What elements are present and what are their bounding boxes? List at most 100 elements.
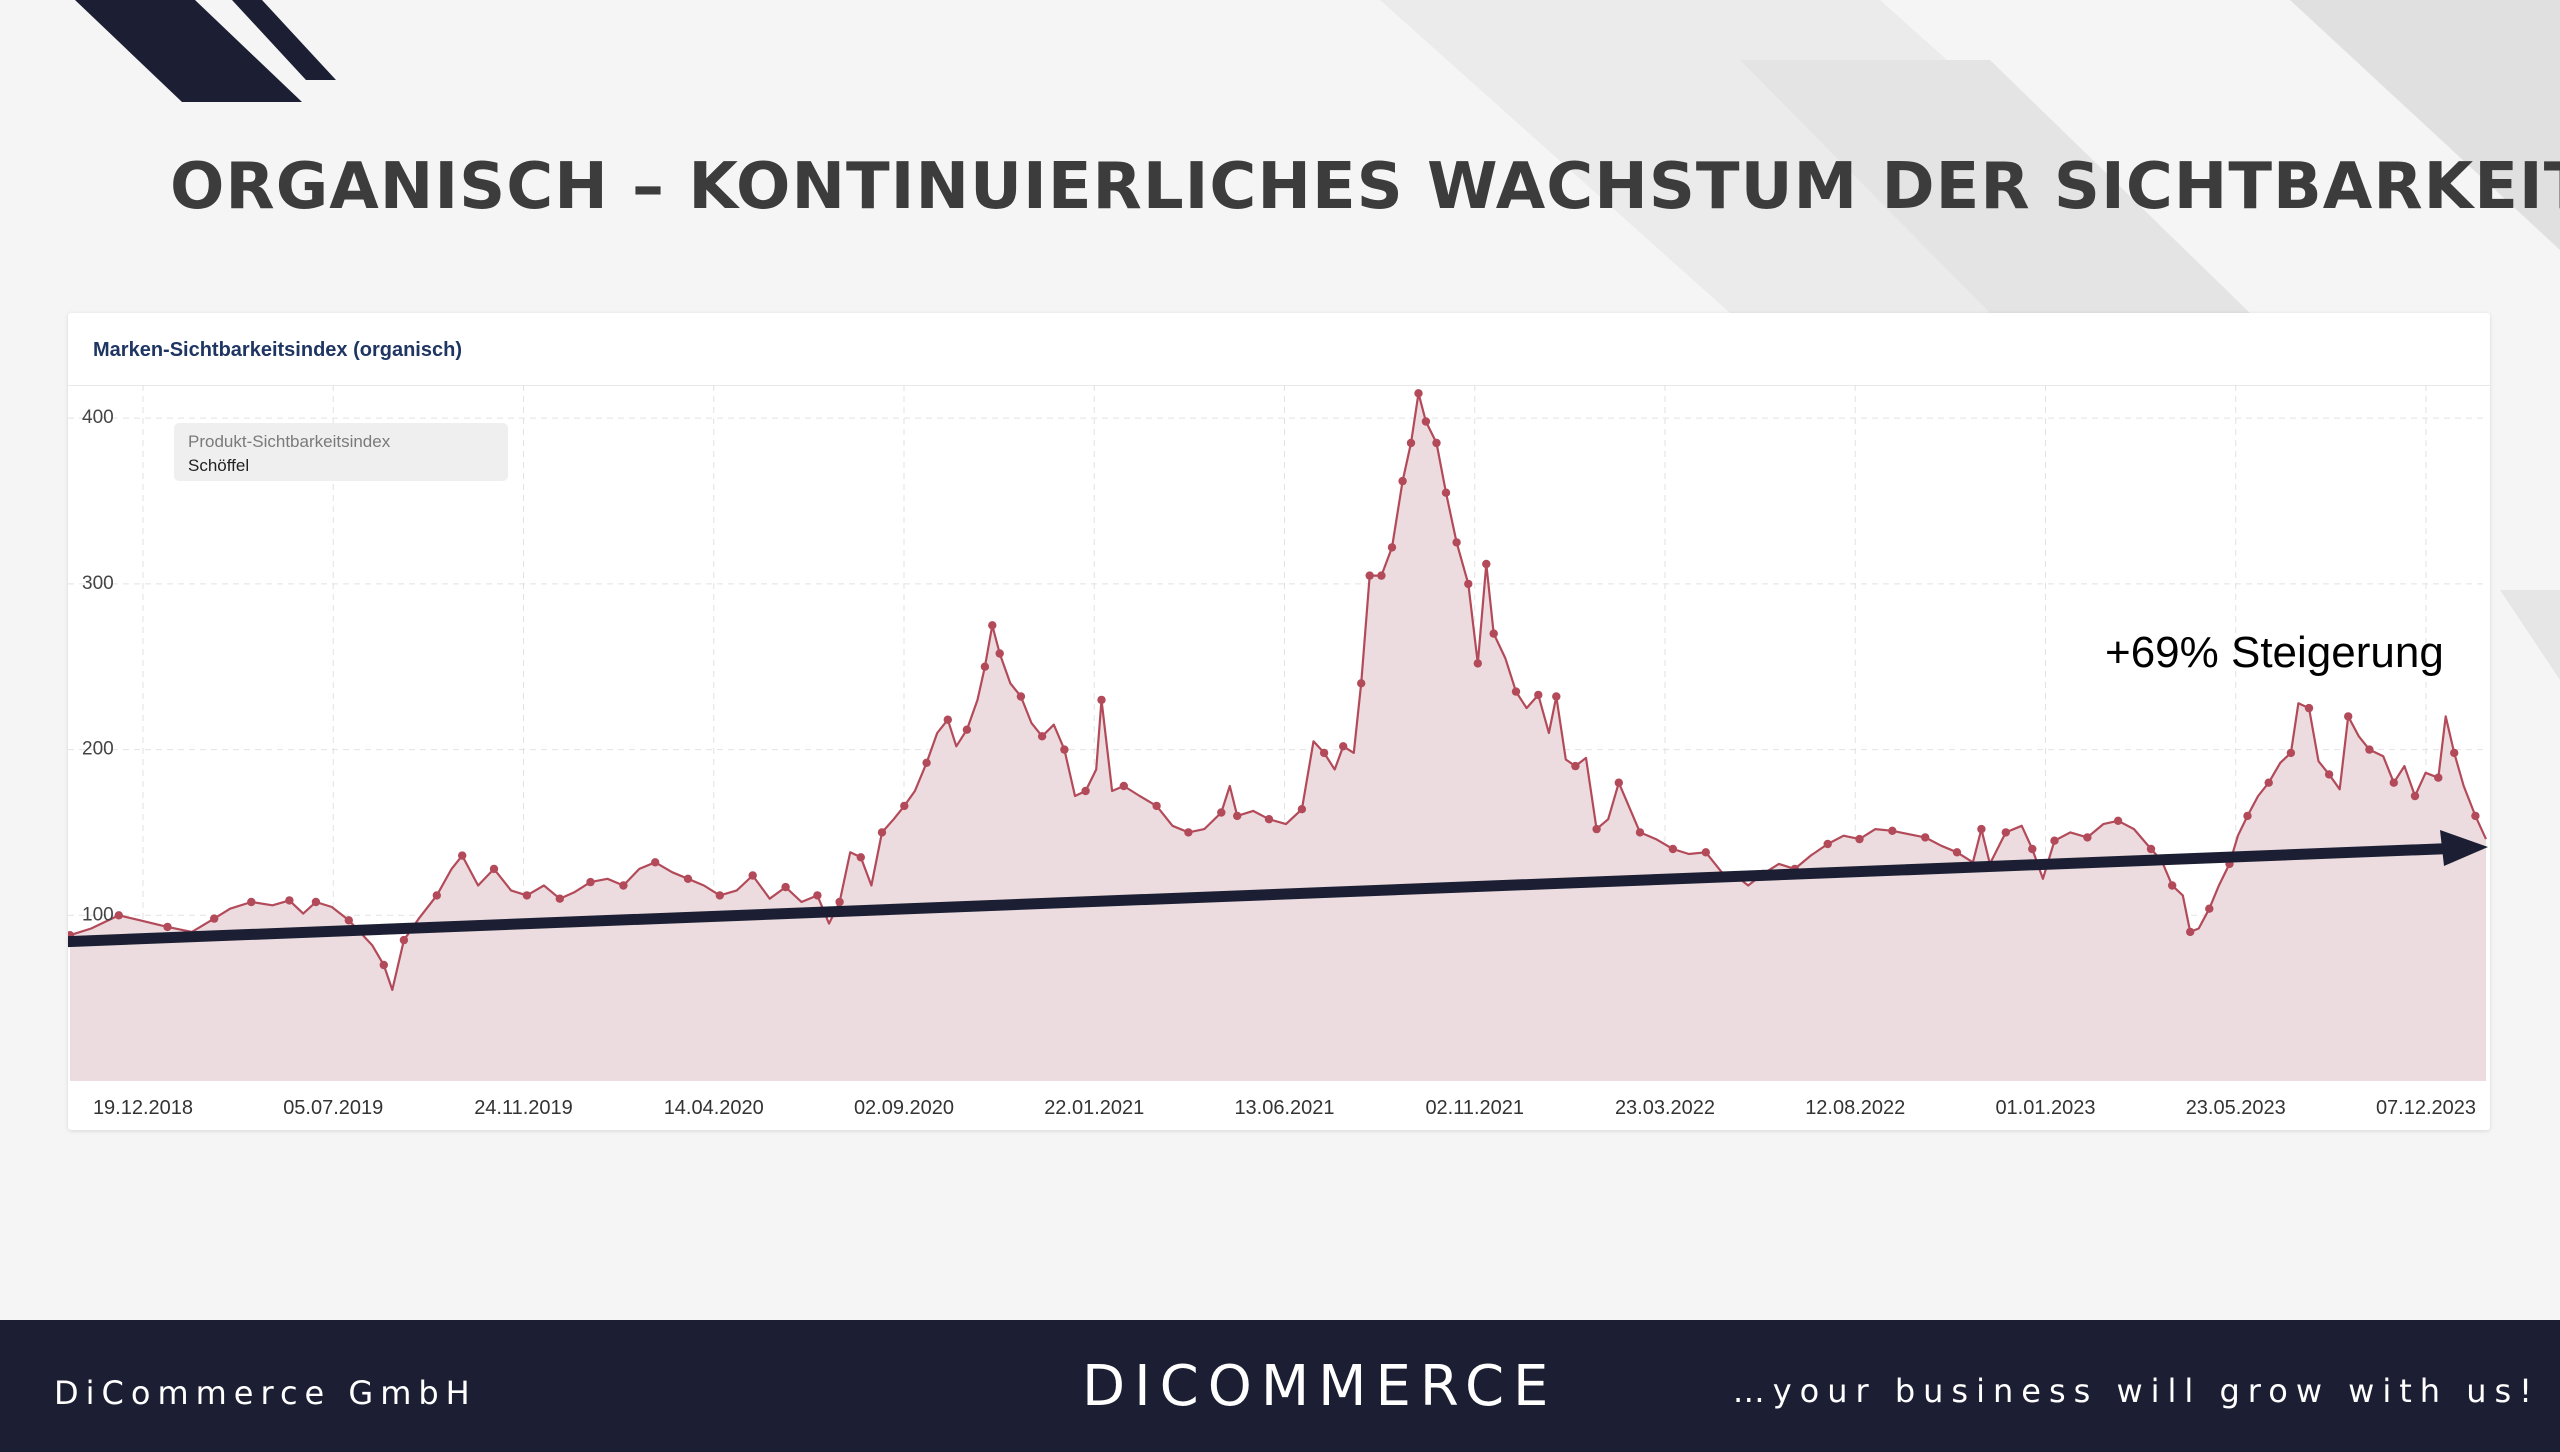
trend-arrow-shaft [68,842,2464,948]
data-point [2286,748,2296,758]
x-tick-label: 24.11.2019 [474,1097,573,1119]
data-point [2434,773,2443,782]
data-point [432,891,441,900]
data-point [1184,828,1193,837]
data-point [1489,629,1498,638]
data-point [1398,476,1407,486]
data-point [813,891,822,900]
data-point [962,725,972,734]
data-point [900,801,909,811]
y-tick-label: 200 [82,739,114,760]
data-point [835,897,844,907]
data-point [522,891,532,900]
data-point [1464,579,1473,589]
data-point [2243,811,2252,821]
slide-title: ORGANISCH – KONTINUIERLICHES WACHSTUM DE… [170,150,2560,224]
x-tick-label: 13.06.2021 [1234,1097,1334,1119]
data-point [1060,745,1069,754]
data-point [1888,826,1897,835]
x-tick-label: 23.03.2022 [1615,1097,1715,1119]
data-point [922,758,931,767]
data-point [1297,805,1307,814]
data-point [1452,538,1461,547]
data-point [1441,488,1451,497]
x-tick-label: 23.05.2023 [2186,1097,2286,1119]
data-point [1377,571,1386,580]
data-point [2050,836,2059,845]
x-tick-label: 12.08.2022 [1805,1097,1905,1119]
data-point [1152,801,1161,811]
data-point [344,916,353,925]
data-point [2028,844,2037,854]
data-point [2083,833,2092,842]
data-point [943,715,952,724]
data-point [1614,778,1624,787]
data-point [1473,659,1483,668]
growth-annotation: +69% Steigerung [2105,628,2444,677]
data-point [1037,732,1047,741]
y-axis-ticks: 100 200 300 400 [82,407,114,925]
data-point [1511,687,1521,696]
data-point [877,828,887,837]
data-point [1855,834,1864,844]
data-point [619,881,628,890]
legend-series-label: Schöffel [188,456,250,475]
data-point [489,864,499,874]
data-point [2001,828,2011,837]
data-point [1387,543,1397,552]
chart-title: Marken-Sichtbarkeitsindex (organisch) [93,339,462,361]
data-point [1097,695,1106,705]
data-point [1977,824,1986,834]
data-point [1701,848,1711,857]
footer-company-name: DiCommerce GmbH [54,1374,477,1412]
data-point [1414,389,1423,398]
data-point [2113,816,2123,825]
area-layer [69,392,2488,1081]
data-point [856,853,865,862]
data-point [2471,811,2480,821]
x-tick-label: 01.01.2023 [1995,1097,2095,1119]
data-point [1952,848,1962,857]
data-point [1016,692,1026,701]
data-point [1119,781,1129,791]
data-point [1264,815,1274,824]
data-point [2344,712,2353,721]
data-point [399,935,409,945]
legend-heading: Produkt-Sichtbarkeitsindex [188,432,391,451]
data-point [2168,881,2177,890]
data-point [1339,742,1348,751]
y-tick-label: 300 [82,573,114,594]
data-point [1365,571,1374,580]
chart-legend: Produkt-Sichtbarkeitsindex Schöffel [174,423,508,481]
x-tick-label: 05.07.2019 [283,1097,383,1119]
data-point [2304,703,2314,713]
series-line [69,392,2488,991]
data-point [586,877,595,887]
data-point [1081,786,1090,796]
data-point [1357,679,1366,688]
series-area-fill [70,393,2486,1081]
data-point [2365,745,2374,754]
data-point [2410,791,2420,801]
data-point [114,911,123,920]
trend-layer [68,830,2488,948]
points-layer [68,389,2480,970]
data-point [1635,828,1645,837]
data-point [210,914,219,923]
data-point [1823,839,1832,849]
x-axis-ticks: 19.12.2018 05.07.2019 24.11.2019 14.04.2020… [93,1097,2476,1119]
data-point [458,851,467,860]
trend-arrow-head [2440,830,2488,866]
chart-header: Marken-Sichtbarkeitsindex (organisch) [68,313,2490,386]
data-point [247,897,256,907]
chart-card: Marken-Sichtbarkeitsindex (organisch) 10… [68,313,2490,1130]
x-tick-label: 02.09.2020 [854,1097,954,1119]
data-point [1668,844,1678,854]
data-point [651,858,660,867]
x-tick-label: 22.01.2021 [1044,1097,1144,1119]
data-point [995,649,1004,658]
data-point [2186,927,2195,937]
x-tick-label: 19.12.2018 [93,1097,193,1119]
data-point [379,960,388,970]
data-point [748,871,757,880]
